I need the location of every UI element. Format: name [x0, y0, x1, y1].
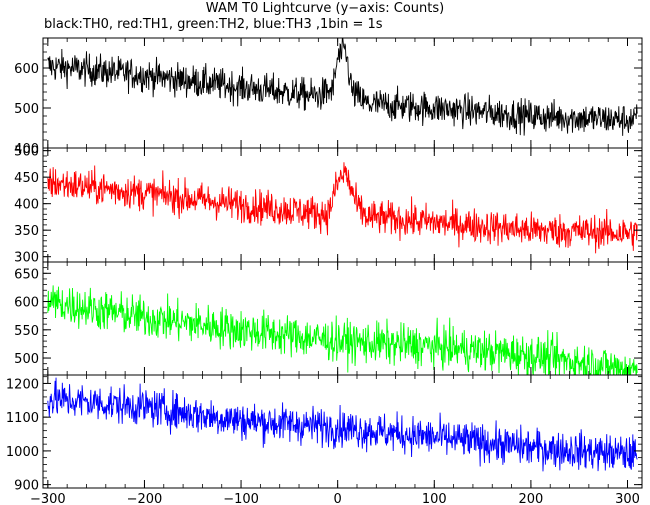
- y-tick-label: 400: [14, 142, 39, 157]
- y-tick-label: 300: [14, 251, 39, 266]
- y-tick-label: 650: [14, 267, 39, 282]
- chart-subtitle: black:TH0, red:TH1, green:TH2, blue:TH3 …: [44, 17, 383, 32]
- y-tick-label: 900: [14, 479, 39, 494]
- x-tick-label: 100: [422, 492, 447, 505]
- x-tick-label: 200: [518, 492, 543, 505]
- y-tick-label: 350: [14, 224, 39, 239]
- x-tick-label: 300: [615, 492, 640, 505]
- y-tick-label: 500: [14, 352, 39, 367]
- y-tick-label: 500: [14, 145, 39, 160]
- y-tick-label: 600: [14, 62, 39, 77]
- x-tick-label: −100: [223, 492, 259, 505]
- y-tick-label: 400: [14, 198, 39, 213]
- x-tick-label: −300: [30, 492, 66, 505]
- panel-frame-TH3: [42, 374, 643, 489]
- series-TH2: [47, 285, 638, 375]
- y-tick-label: 1100: [6, 411, 39, 426]
- y-tick-label: 1000: [6, 445, 39, 460]
- x-tick-label: 0: [334, 492, 342, 505]
- series-TH0: [47, 38, 638, 136]
- panel-frame-TH2: [42, 261, 643, 376]
- series-TH1: [47, 162, 638, 254]
- y-tick-label: 1200: [6, 377, 39, 392]
- y-tick-label: 600: [14, 296, 39, 311]
- panel-frame-TH0: [42, 37, 643, 149]
- series-TH3: [47, 377, 638, 472]
- x-tick-label: −200: [127, 492, 163, 505]
- y-tick-label: 550: [14, 324, 39, 339]
- chart-title: WAM T0 Lightcurve (y−axis: Counts): [205, 1, 445, 16]
- panel-frame-TH1: [42, 147, 643, 263]
- y-tick-label: 500: [14, 102, 39, 117]
- y-tick-label: 450: [14, 171, 39, 186]
